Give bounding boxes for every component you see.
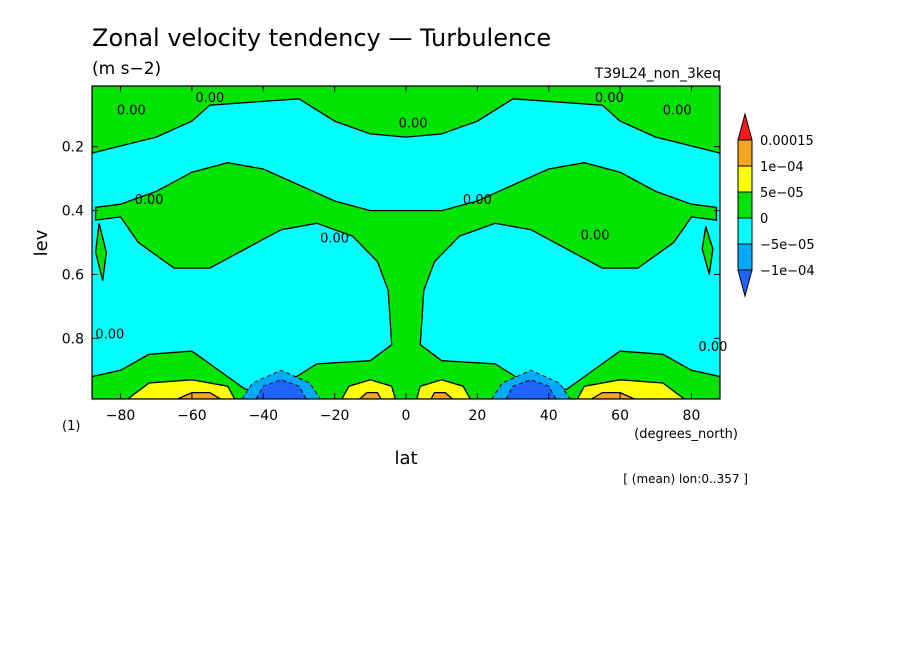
- y-units: (1): [62, 419, 80, 434]
- colorbar-bin: [737, 191, 753, 219]
- x-axis-label: lat: [394, 448, 417, 469]
- contour-label: 0.00: [320, 232, 349, 247]
- contour-label: 0.00: [95, 327, 124, 342]
- colorbar-label: −1e−04: [760, 264, 815, 279]
- colorbar-bin: [737, 243, 753, 271]
- contour-label: 0.00: [463, 193, 492, 208]
- contour-label: 0.00: [135, 193, 164, 208]
- contour-region-sh-orange: [177, 391, 222, 399]
- y-tick-label: 0.8: [62, 331, 84, 347]
- x-tick-label: 40: [540, 408, 558, 424]
- contour-label: 0.00: [399, 117, 428, 132]
- colorbar-bin-top-arrow: [737, 112, 753, 141]
- contour-region-right-sliver: [701, 226, 714, 275]
- contour-label: 0.00: [195, 91, 224, 106]
- chart-title: Zonal velocity tendency — Turbulence: [92, 24, 551, 52]
- x-tick-label: −80: [106, 408, 136, 424]
- y-axis: 0.2 0.4 0.6 0.8: [62, 140, 720, 347]
- colorbar-label: 1e−04: [760, 160, 804, 175]
- contour-region-eq-yellow-left: [341, 379, 396, 399]
- colorbar-bin: [737, 217, 753, 245]
- contour-labels: 0.00 0.00 0.00 0.00 0.00 0.00 0.00 0.00 0.00 0.00…: [95, 91, 727, 355]
- footnote: [ (mean) lon:0..357 ]: [623, 472, 748, 486]
- colorbar-bin-bottom-arrow: [737, 269, 753, 298]
- contour-region-nh-orange: [590, 391, 635, 399]
- contour-region-eq-orange-left: [358, 391, 382, 399]
- y-axis-label: lev: [31, 229, 52, 256]
- y-tick-label: 0.2: [62, 140, 84, 156]
- colorbar-label: 5e−05: [760, 186, 804, 201]
- colorbar-label: 0: [760, 212, 768, 227]
- colorbar: 0.00015 1e−04 5e−05 0 −5e−05 −1e−04: [737, 112, 815, 298]
- contour-label: 0.00: [663, 104, 692, 119]
- colorbar-label: 0.00015: [760, 134, 814, 149]
- contour-region-eq-orange-right: [430, 391, 454, 399]
- contour-region-nh-blue-core: [505, 379, 557, 399]
- contour-label: 0.00: [595, 91, 624, 106]
- contour-region-left-sliver: [94, 223, 107, 281]
- x-tick-label: −40: [248, 408, 278, 424]
- contour-region-mid-band: [92, 162, 720, 399]
- run-name: T39L24_non_3keq: [594, 66, 721, 82]
- contour-region-eq-yellow-right: [416, 379, 471, 399]
- x-units: (degrees_north): [634, 427, 738, 442]
- colorbar-bin: [737, 165, 753, 193]
- contour-label: 0.00: [117, 104, 146, 119]
- contour-region-top-band: [92, 86, 720, 154]
- colorbar-label: −5e−05: [760, 238, 815, 253]
- colorbar-bin: [737, 139, 753, 167]
- x-tick-label: −60: [177, 408, 207, 424]
- contour-field: [92, 86, 720, 399]
- x-tick-label: 0: [402, 408, 411, 424]
- x-axis: −80 −60 −40 −20 0 20 40 60 80: [106, 86, 701, 424]
- contour-label: 0.00: [698, 340, 727, 355]
- x-tick-label: 80: [683, 408, 701, 424]
- x-tick-label: 20: [468, 408, 486, 424]
- y-tick-label: 0.6: [62, 267, 84, 283]
- contour-region-sh-blue-core: [255, 379, 307, 399]
- chart-units: (m s−2): [92, 59, 161, 79]
- x-tick-label: 60: [611, 408, 629, 424]
- x-tick-label: −20: [320, 408, 350, 424]
- contour-label: 0.00: [581, 228, 610, 243]
- y-tick-label: 0.4: [62, 204, 84, 220]
